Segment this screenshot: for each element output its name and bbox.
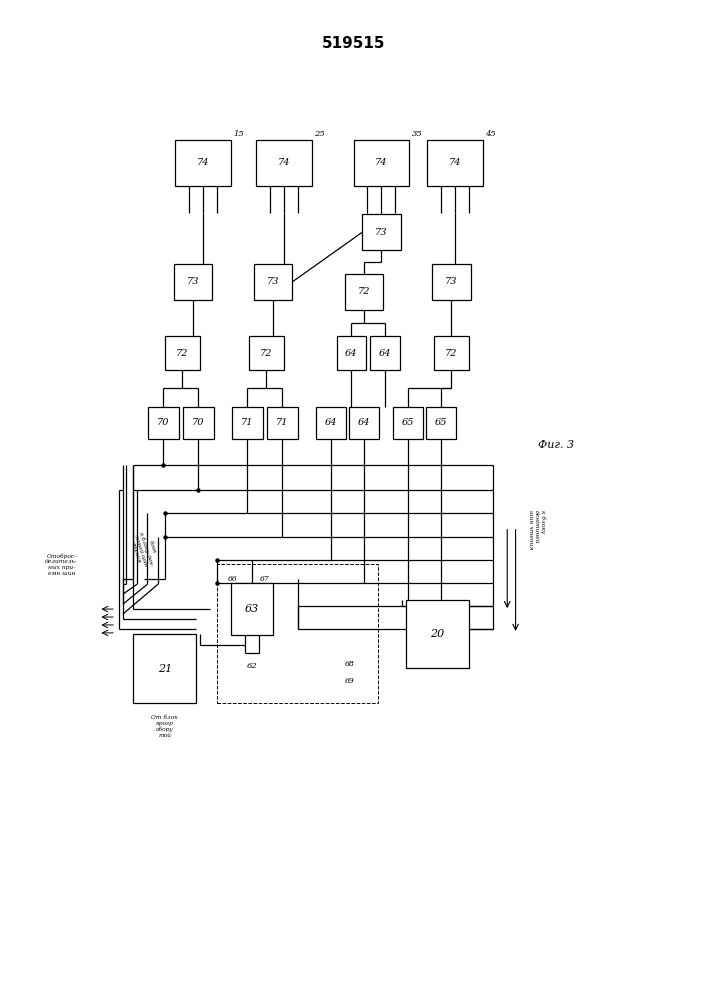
Text: блок
к блоку ден-
тиней шин
чтения: блок к блоку ден- тиней шин чтения	[127, 529, 160, 570]
Text: 66: 66	[228, 575, 238, 583]
Text: 73: 73	[187, 277, 199, 286]
FancyBboxPatch shape	[267, 407, 298, 439]
Text: 64: 64	[358, 418, 370, 427]
Text: 64: 64	[325, 418, 337, 427]
FancyBboxPatch shape	[434, 336, 469, 370]
FancyBboxPatch shape	[362, 214, 401, 250]
Text: 519515: 519515	[322, 36, 385, 51]
FancyBboxPatch shape	[148, 407, 179, 439]
Text: 63: 63	[245, 604, 259, 614]
FancyBboxPatch shape	[174, 264, 212, 300]
FancyBboxPatch shape	[165, 336, 200, 370]
Text: 62: 62	[247, 662, 257, 670]
FancyBboxPatch shape	[232, 407, 263, 439]
Text: 15: 15	[233, 130, 244, 138]
FancyBboxPatch shape	[345, 274, 383, 310]
FancyBboxPatch shape	[432, 264, 471, 300]
Text: 45: 45	[485, 130, 496, 138]
Text: 74: 74	[197, 158, 209, 167]
FancyBboxPatch shape	[256, 140, 312, 186]
Text: к блоку
денітиней
шин чтения: к блоку денітиней шин чтения	[528, 510, 545, 549]
FancyBboxPatch shape	[317, 407, 346, 439]
Text: 71: 71	[276, 418, 288, 427]
FancyBboxPatch shape	[134, 634, 197, 703]
Text: Oт блок
прогр
обору
той: Oт блок прогр обору той	[151, 715, 178, 738]
Text: 71: 71	[241, 418, 254, 427]
FancyBboxPatch shape	[231, 583, 273, 635]
Text: 64: 64	[345, 349, 358, 358]
Text: 67: 67	[260, 575, 269, 583]
Text: 72: 72	[260, 349, 272, 358]
Text: 69: 69	[345, 677, 355, 685]
FancyBboxPatch shape	[427, 140, 483, 186]
Text: 74: 74	[375, 158, 387, 167]
Text: 68: 68	[345, 660, 355, 668]
Text: 20: 20	[431, 629, 445, 639]
FancyBboxPatch shape	[406, 600, 469, 668]
FancyBboxPatch shape	[426, 407, 455, 439]
Text: 74: 74	[277, 158, 290, 167]
FancyBboxPatch shape	[349, 407, 379, 439]
Text: 73: 73	[375, 228, 387, 237]
Text: 70: 70	[192, 418, 204, 427]
Text: 72: 72	[358, 287, 370, 296]
FancyBboxPatch shape	[249, 336, 284, 370]
Text: 65: 65	[435, 418, 447, 427]
Text: 74: 74	[448, 158, 461, 167]
Text: 21: 21	[158, 664, 172, 674]
Text: 35: 35	[411, 130, 422, 138]
Text: 70: 70	[157, 418, 170, 427]
Text: 65: 65	[402, 418, 414, 427]
FancyBboxPatch shape	[354, 140, 409, 186]
Text: 64: 64	[379, 349, 391, 358]
Text: Фиг. 3: Фиг. 3	[538, 440, 574, 450]
Text: 72: 72	[176, 349, 189, 358]
FancyBboxPatch shape	[337, 336, 366, 370]
FancyBboxPatch shape	[183, 407, 214, 439]
Text: Отоброс-
делитель-
ных при-
емн шин: Отоброс- делитель- ных при- емн шин	[45, 553, 78, 576]
Text: 73: 73	[267, 277, 279, 286]
FancyBboxPatch shape	[175, 140, 231, 186]
FancyBboxPatch shape	[254, 264, 293, 300]
FancyBboxPatch shape	[370, 336, 399, 370]
Text: 73: 73	[445, 277, 457, 286]
Text: 72: 72	[445, 349, 457, 358]
FancyBboxPatch shape	[393, 407, 423, 439]
Text: 25: 25	[314, 130, 325, 138]
